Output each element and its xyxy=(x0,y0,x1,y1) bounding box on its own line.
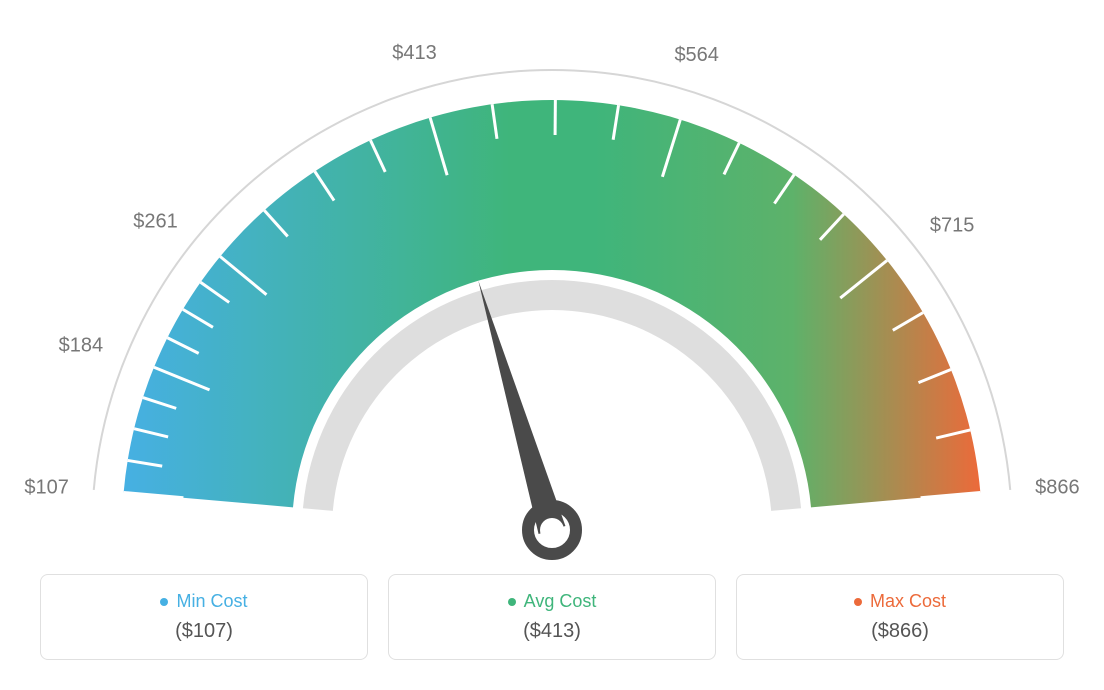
legend-card-min: Min Cost ($107) xyxy=(40,574,368,660)
legend-card-avg: Avg Cost ($413) xyxy=(388,574,716,660)
legend-label-avg: Avg Cost xyxy=(524,591,597,612)
legend-value-avg: ($413) xyxy=(401,620,703,643)
legend-dot-avg xyxy=(508,598,516,606)
gauge-svg xyxy=(0,0,1104,560)
tick-label: $184 xyxy=(59,335,104,358)
legend-label-min: Min Cost xyxy=(176,591,247,612)
legend-dot-min xyxy=(160,598,168,606)
tick-label: $866 xyxy=(1035,476,1080,499)
tick-label: $715 xyxy=(930,214,975,237)
legend-value-max: ($866) xyxy=(749,620,1051,643)
gauge-chart: $107 $184 $261 $413 $564 $715 $866 xyxy=(0,0,1104,560)
legend-card-max: Max Cost ($866) xyxy=(736,574,1064,660)
legend-label-max: Max Cost xyxy=(870,591,946,612)
legend-row: Min Cost ($107) Avg Cost ($413) Max Cost… xyxy=(40,574,1064,660)
legend-dot-max xyxy=(854,598,862,606)
tick-label: $413 xyxy=(392,42,437,65)
tick-label: $261 xyxy=(133,210,178,233)
tick-label: $564 xyxy=(674,44,719,67)
legend-value-min: ($107) xyxy=(53,620,355,643)
tick-label: $107 xyxy=(24,476,69,499)
